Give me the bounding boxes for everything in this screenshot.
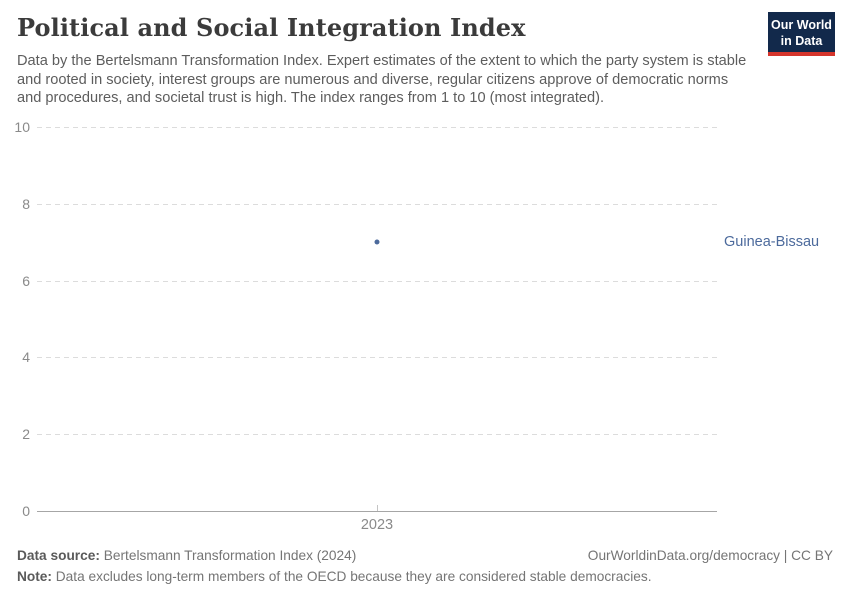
footer-source-label: Data source:	[17, 548, 100, 563]
y-gridline	[37, 280, 717, 282]
y-tick-label: 6	[22, 272, 30, 289]
footer-source-row: Data source: Bertelsmann Transformation …	[17, 548, 833, 563]
footer-note-label: Note:	[17, 569, 52, 584]
footer-note-text: Data excludes long-term members of the O…	[55, 569, 652, 584]
x-tick-mark	[377, 505, 378, 511]
entity-label[interactable]: Guinea-Bissau	[724, 234, 820, 251]
owid-logo-line1: Our World	[771, 18, 832, 32]
y-tick-label: 4	[22, 349, 30, 366]
y-tick-label: 2	[22, 426, 30, 443]
owid-logo-line2: in Data	[780, 34, 823, 49]
footer-note-row: Note: Data excludes long-term members of…	[17, 569, 833, 584]
chart-subtitle: Data by the Bertelsmann Transformation I…	[17, 53, 747, 107]
x-axis-line	[37, 511, 717, 512]
owid-logo[interactable]: Our World in Data	[768, 12, 835, 56]
y-tick-label: 0	[22, 503, 30, 519]
y-tick-label: 8	[22, 195, 30, 212]
y-tick-label: 10	[14, 119, 30, 135]
footer-rights[interactable]: OurWorldinData.org/democracy | CC BY	[587, 548, 833, 563]
x-tick-label: 2023	[360, 517, 394, 533]
page-title: Political and Social Integration Index	[17, 13, 526, 42]
y-gridline	[37, 203, 717, 205]
data-point[interactable]	[374, 239, 380, 245]
footer-source-text[interactable]: Bertelsmann Transformation Index (2024)	[103, 548, 357, 563]
y-gridline	[37, 127, 717, 128]
y-gridline	[37, 434, 717, 436]
y-gridline	[37, 357, 717, 359]
footer-source: Data source: Bertelsmann Transformation …	[17, 548, 356, 563]
